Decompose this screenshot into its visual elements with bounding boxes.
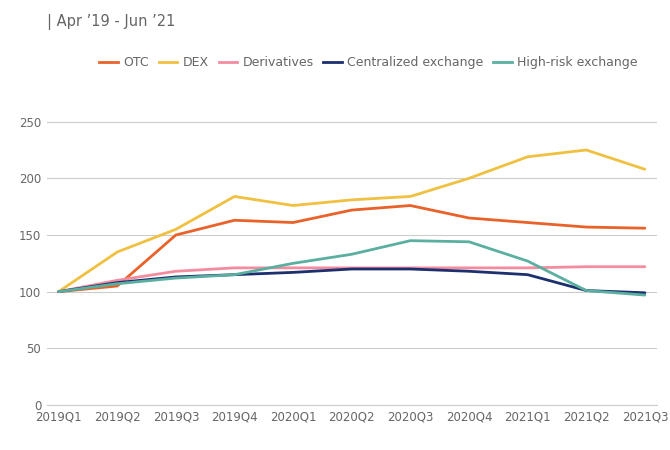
High-risk exchange xyxy=(289,261,297,266)
DEX xyxy=(230,194,239,199)
OTC xyxy=(465,215,473,220)
Line: Centralized exchange: Centralized exchange xyxy=(59,269,645,293)
DEX xyxy=(348,197,356,202)
Line: High-risk exchange: High-risk exchange xyxy=(59,241,645,295)
High-risk exchange xyxy=(348,252,356,257)
Derivatives xyxy=(407,265,415,270)
High-risk exchange xyxy=(641,292,649,298)
OTC xyxy=(289,220,297,225)
Centralized exchange xyxy=(348,266,356,272)
DEX xyxy=(407,194,415,199)
Derivatives xyxy=(230,265,239,270)
Line: DEX: DEX xyxy=(59,150,645,292)
Centralized exchange xyxy=(524,272,532,277)
Centralized exchange xyxy=(407,266,415,272)
OTC xyxy=(113,284,121,289)
Centralized exchange xyxy=(55,289,63,294)
Centralized exchange xyxy=(289,270,297,275)
Line: OTC: OTC xyxy=(59,206,645,292)
High-risk exchange xyxy=(172,275,180,281)
OTC xyxy=(407,203,415,208)
DEX xyxy=(465,176,473,181)
High-risk exchange xyxy=(230,272,239,277)
High-risk exchange xyxy=(524,258,532,264)
DEX xyxy=(524,154,532,159)
Derivatives xyxy=(348,265,356,270)
OTC xyxy=(348,207,356,213)
DEX xyxy=(55,289,63,294)
Derivatives xyxy=(582,264,590,270)
OTC xyxy=(230,217,239,223)
OTC xyxy=(524,220,532,225)
OTC xyxy=(172,232,180,238)
Legend: OTC, DEX, Derivatives, Centralized exchange, High-risk exchange: OTC, DEX, Derivatives, Centralized excha… xyxy=(94,51,643,74)
High-risk exchange xyxy=(113,281,121,287)
Derivatives xyxy=(172,269,180,274)
High-risk exchange xyxy=(55,289,63,294)
Derivatives xyxy=(465,265,473,270)
Derivatives xyxy=(55,289,63,294)
DEX xyxy=(289,203,297,208)
Derivatives xyxy=(289,265,297,270)
High-risk exchange xyxy=(407,238,415,243)
Centralized exchange xyxy=(641,290,649,296)
Derivatives xyxy=(113,278,121,283)
Centralized exchange xyxy=(465,269,473,274)
DEX xyxy=(113,249,121,255)
OTC xyxy=(582,225,590,230)
OTC xyxy=(55,289,63,294)
Centralized exchange xyxy=(172,274,180,279)
High-risk exchange xyxy=(465,239,473,244)
OTC xyxy=(641,225,649,231)
Centralized exchange xyxy=(113,280,121,285)
High-risk exchange xyxy=(582,288,590,293)
Centralized exchange xyxy=(230,272,239,277)
Text: | Apr ’19 - Jun ’21: | Apr ’19 - Jun ’21 xyxy=(47,14,176,30)
Derivatives xyxy=(641,264,649,270)
DEX xyxy=(641,166,649,172)
Derivatives xyxy=(524,265,532,270)
DEX xyxy=(172,227,180,232)
Line: Derivatives: Derivatives xyxy=(59,267,645,292)
Centralized exchange xyxy=(582,288,590,293)
DEX xyxy=(582,147,590,153)
